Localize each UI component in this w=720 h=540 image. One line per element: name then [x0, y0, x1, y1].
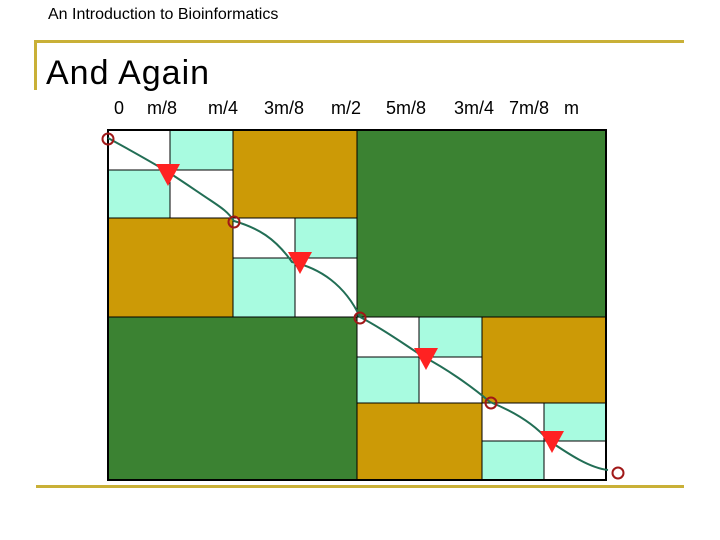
bottom-rule [36, 485, 684, 488]
left-rule [34, 40, 37, 90]
region-gold [107, 217, 234, 318]
checkpoint-circle-icon [353, 311, 367, 325]
tick-label: 3m/8 [264, 98, 305, 118]
cell-aqua [356, 356, 420, 404]
tick-label: m/8 [147, 98, 178, 118]
tick-label: m/4 [208, 98, 239, 118]
checkpoint-circle-icon [611, 466, 625, 480]
region-gold [356, 402, 483, 481]
tick-label: 5m/8 [386, 98, 427, 118]
grid-border [107, 129, 607, 481]
alignment-path [107, 137, 609, 471]
tick-label: 7m/8 [509, 98, 550, 118]
heart-marker-icon [540, 431, 564, 453]
region-dark-green [356, 129, 607, 318]
checkpoint-circle-icon [101, 132, 115, 146]
cell-aqua [169, 129, 234, 171]
tick-label: 3m/4 [454, 98, 495, 118]
tick-label: 0 [114, 98, 125, 118]
cell-aqua [294, 217, 358, 259]
heart-marker-icon [414, 348, 438, 370]
top-rule [36, 40, 684, 43]
slide-title: And Again [46, 54, 211, 92]
course-title: An Introduction to Bioinformatics [48, 6, 279, 23]
checkpoint-circle-icon [227, 215, 241, 229]
region-dark-green [107, 316, 358, 481]
axis-tick-labels: 0 m/8 m/4 3m/8 m/2 5m/8 3m/4 7m/8 m [0, 98, 720, 124]
cell-aqua [107, 169, 171, 219]
region-gold [232, 129, 358, 219]
region-gold [481, 316, 607, 404]
heart-marker-icon [156, 164, 180, 186]
checkpoint-circle-icon [484, 396, 498, 410]
cell-aqua [232, 257, 296, 318]
cell-white [294, 257, 358, 318]
tick-label: m/2 [331, 98, 362, 118]
heart-marker-icon [288, 252, 312, 274]
cell-white [418, 356, 483, 404]
cell-aqua [481, 440, 545, 481]
cell-white [356, 316, 420, 358]
tick-label: m [564, 98, 579, 118]
